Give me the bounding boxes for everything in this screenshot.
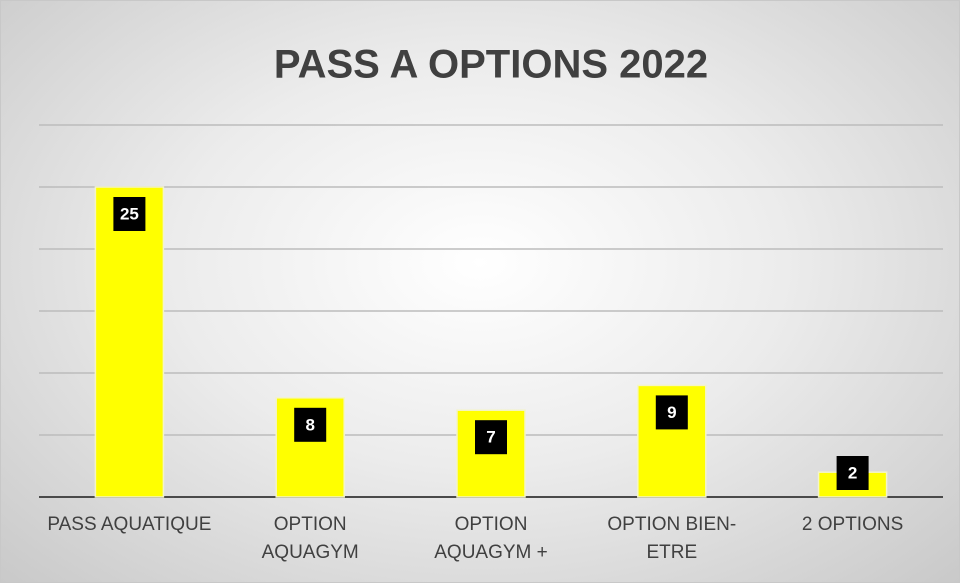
data-label: 25 xyxy=(120,204,139,223)
data-label: 9 xyxy=(667,403,676,422)
x-tick-label: 2 OPTIONS xyxy=(801,514,904,535)
data-label-box xyxy=(836,456,869,490)
data-label-box xyxy=(294,407,327,442)
x-tick-label: PASS AQUATIQUE xyxy=(47,514,212,535)
data-label: 2 xyxy=(848,463,857,482)
x-tick-label: OPTION AQUAGYM + xyxy=(434,514,548,563)
data-label-box xyxy=(113,197,146,231)
x-tick-label: OPTION BIEN-ETRE xyxy=(607,514,737,563)
data-label: 8 xyxy=(305,415,314,434)
data-label: 7 xyxy=(486,428,495,447)
data-label-box xyxy=(655,395,688,430)
bar xyxy=(94,186,165,498)
data-label-box xyxy=(475,420,507,455)
chart-title: PASS A OPTIONS 2022 xyxy=(274,43,708,87)
x-tick-label: OPTION AQUAGYM xyxy=(261,514,359,563)
